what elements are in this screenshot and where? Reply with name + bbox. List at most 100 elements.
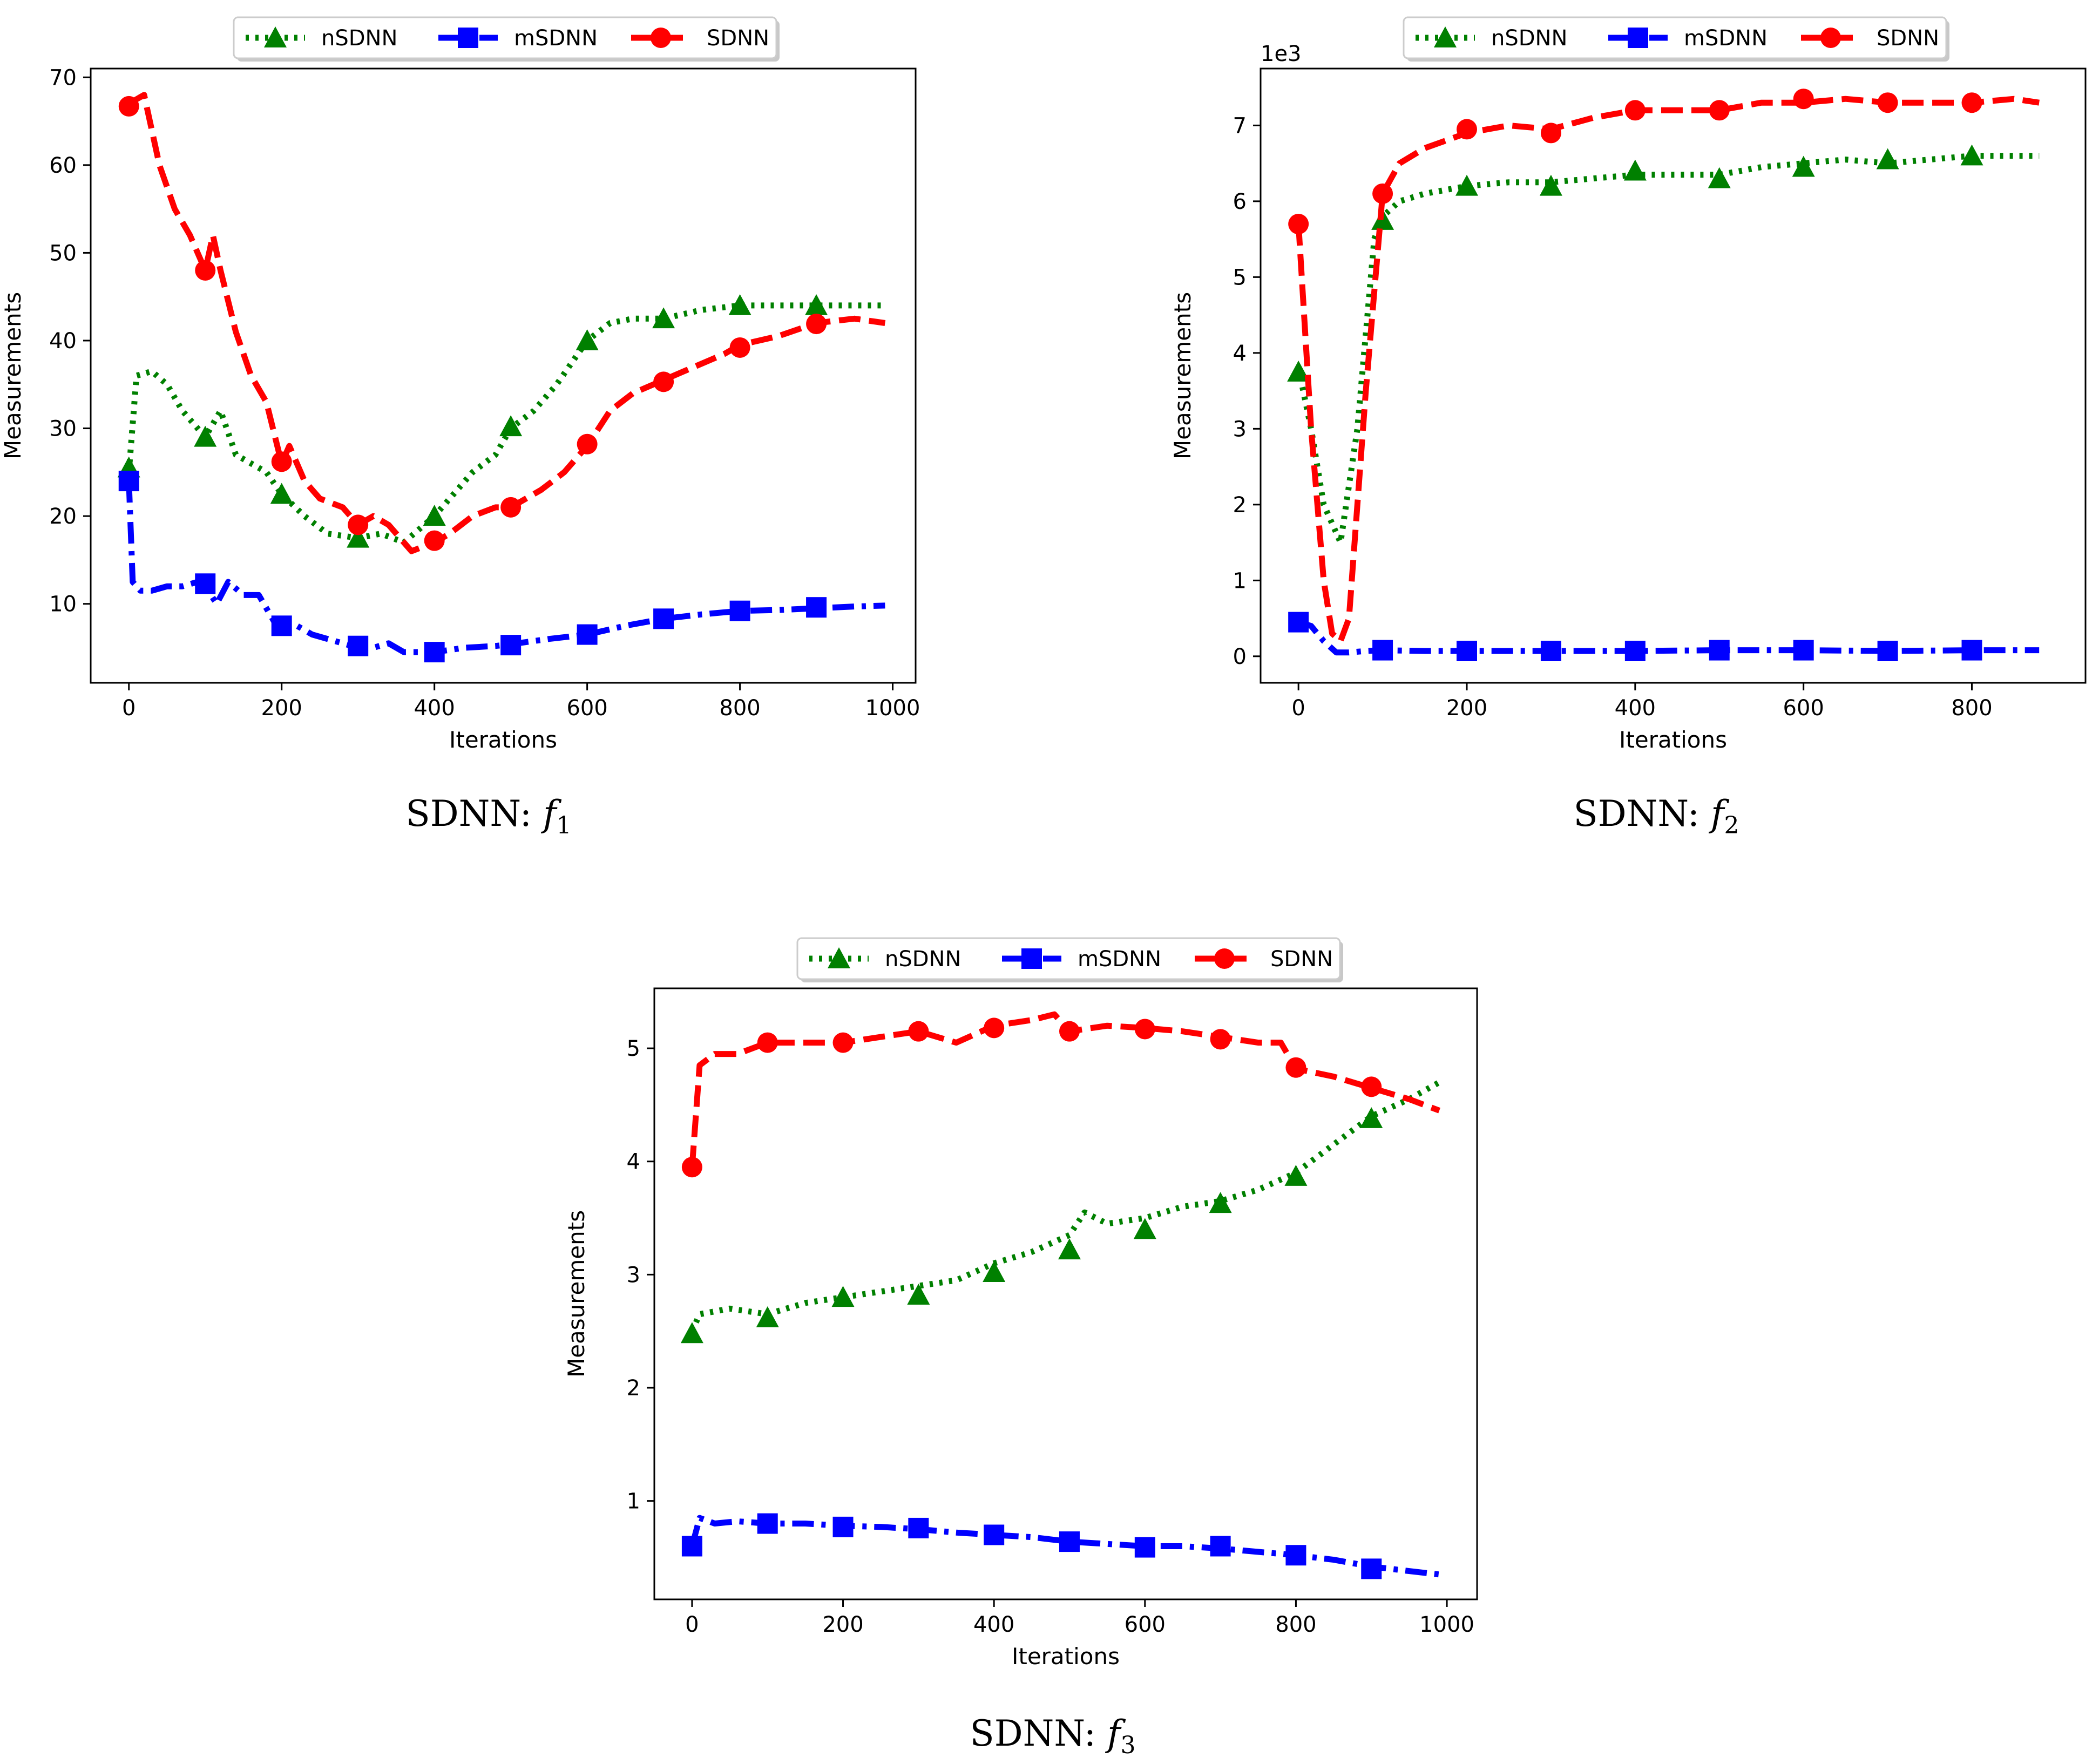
point-SDNN-5 — [500, 497, 522, 518]
point-nSDNN-4 — [423, 505, 446, 526]
point-mSDNN-1 — [757, 1513, 778, 1534]
chart-2-series — [1287, 89, 2040, 661]
point-mSDNN-6 — [1793, 640, 1814, 661]
caption-f1-sub: 1 — [556, 812, 571, 839]
x-tick-label-3: 600 — [1125, 1612, 1166, 1637]
point-SDNN-8 — [729, 337, 750, 358]
x-tick-label-2: 400 — [973, 1612, 1014, 1637]
point-mSDNN-3 — [1540, 640, 1561, 661]
x-tick-label-2: 400 — [1615, 696, 1656, 721]
legend-marker-SDNN — [1214, 948, 1235, 969]
point-SDNN-1 — [1372, 183, 1393, 204]
legend-label-nSDNN: nSDNN — [1491, 26, 1567, 51]
x-axis-label: Iterations — [449, 727, 557, 753]
chart-1-legend: nSDNN mSDNN SDNN — [233, 16, 780, 62]
point-nSDNN-5 — [1708, 167, 1731, 188]
legend-label-nSDNN: nSDNN — [321, 26, 397, 51]
legend-label-mSDNN: mSDNN — [514, 26, 598, 51]
point-SDNN-6 — [1134, 1019, 1155, 1040]
point-mSDNN-6 — [577, 624, 598, 645]
x-tick-label-5: 1000 — [865, 696, 920, 721]
point-SDNN-7 — [653, 371, 674, 392]
caption-f3-sub: 3 — [1120, 1732, 1135, 1759]
y-axis-label: Measurements — [0, 292, 26, 459]
point-mSDNN-1 — [195, 573, 216, 594]
point-SDNN-1 — [195, 260, 216, 281]
point-nSDNN-7 — [1209, 1192, 1232, 1213]
x-tick-label-4: 800 — [719, 696, 760, 721]
x-tick-label-0: 0 — [685, 1612, 699, 1637]
point-mSDNN-9 — [1361, 1558, 1382, 1579]
legend-marker-nSDNN — [264, 26, 287, 48]
caption-f1-prefix: SDNN: — [406, 793, 544, 834]
point-nSDNN-7 — [652, 307, 675, 329]
legend-label-SDNN: SDNN — [1270, 947, 1333, 972]
point-nSDNN-5 — [499, 415, 523, 437]
point-SDNN-6 — [1793, 89, 1814, 110]
y-tick-label-0: 0 — [1233, 644, 1247, 669]
x-tick-label-1: 200 — [822, 1612, 863, 1637]
point-mSDNN-9 — [806, 597, 827, 618]
y-tick-label-4: 5 — [627, 1036, 640, 1061]
point-SDNN-5 — [1059, 1021, 1080, 1042]
point-SDNN-3 — [1540, 123, 1561, 144]
chart-3-series — [680, 1011, 1441, 1579]
point-nSDNN-9 — [1360, 1107, 1383, 1128]
y-tick-label-3: 40 — [49, 329, 77, 354]
point-mSDNN-2 — [271, 615, 292, 636]
caption-f2-prefix: SDNN: — [1574, 793, 1711, 834]
point-mSDNN-7 — [653, 608, 674, 629]
y-tick-label-3: 4 — [627, 1150, 640, 1175]
point-mSDNN-3 — [908, 1517, 929, 1538]
point-SDNN-9 — [1361, 1076, 1382, 1097]
legend-box — [1403, 16, 1947, 59]
x-tick-label-2: 400 — [414, 696, 455, 721]
point-nSDNN-0 — [1287, 360, 1310, 382]
point-mSDNN-7 — [1210, 1536, 1231, 1557]
y-tick-label-5: 5 — [1233, 265, 1247, 290]
point-nSDNN-8 — [728, 294, 751, 315]
point-mSDNN-4 — [1624, 640, 1646, 661]
chart-3: 0 200 400 600 800 1000 1 2 3 4 5 Iterations Measurem… — [563, 937, 1478, 1670]
point-nSDNN-2 — [831, 1286, 855, 1307]
plots-layer: 0 200 400 600 800 100010203040506070Iteration… — [0, 16, 2087, 1670]
y-tick-label-6: 70 — [49, 65, 77, 90]
point-SDNN-2 — [832, 1032, 854, 1053]
chart-2-axes-frame — [1260, 67, 2087, 684]
y-tick-label-2: 3 — [627, 1263, 640, 1287]
point-mSDNN-8 — [729, 600, 750, 621]
point-mSDNN-2 — [1457, 640, 1477, 661]
point-mSDNN-5 — [1059, 1531, 1080, 1552]
legend-label-mSDNN: mSDNN — [1078, 947, 1161, 972]
point-SDNN-6 — [577, 433, 598, 454]
point-nSDNN-6 — [575, 329, 599, 350]
point-SDNN-8 — [1285, 1057, 1306, 1078]
chart-1-axes-frame — [90, 67, 917, 684]
y-tick-label-1: 2 — [627, 1376, 640, 1401]
y-tick-label-2: 30 — [49, 417, 77, 442]
caption-f1: SDNN: f1 — [406, 793, 572, 839]
x-tick-label-4: 800 — [1951, 696, 1992, 721]
x-tick-label-0: 0 — [1291, 696, 1305, 721]
point-nSDNN-9 — [805, 294, 828, 315]
legend-label-SDNN: SDNN — [707, 26, 769, 51]
point-mSDNN-0 — [681, 1536, 702, 1557]
axis-offset-label: 1e3 — [1261, 42, 1302, 66]
legend-marker-SDNN — [1820, 28, 1841, 48]
point-SDNN-0 — [1288, 214, 1309, 235]
point-mSDNN-4 — [424, 642, 445, 663]
point-nSDNN-0 — [680, 1322, 703, 1344]
point-SDNN-5 — [1709, 100, 1730, 121]
legend-box — [233, 16, 777, 59]
point-mSDNN-7 — [1877, 640, 1898, 661]
x-tick-label-5: 1000 — [1419, 1612, 1474, 1637]
y-tick-label-1: 20 — [49, 504, 77, 529]
point-nSDNN-4 — [1623, 159, 1647, 181]
point-SDNN-3 — [348, 514, 369, 535]
point-nSDNN-3 — [907, 1284, 930, 1305]
point-SDNN-2 — [271, 451, 292, 472]
y-tick-label-4: 50 — [49, 241, 77, 266]
point-nSDNN-7 — [1876, 148, 1899, 169]
x-axis-label: Iterations — [1619, 727, 1727, 753]
